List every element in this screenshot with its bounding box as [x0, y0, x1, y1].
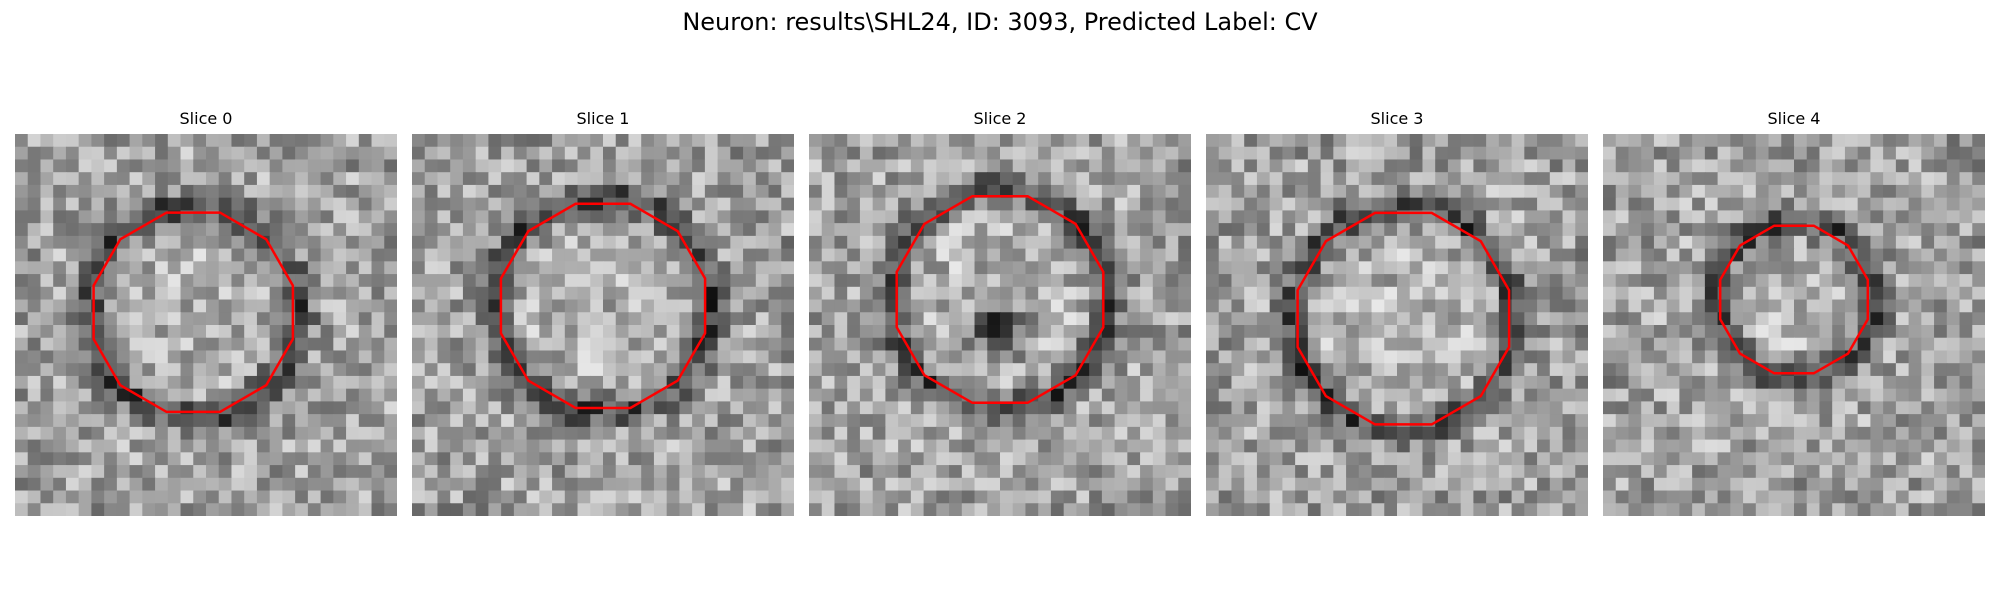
slice-title: Slice 4 [1767, 109, 1821, 128]
slice-panel-2: Slice 2 [809, 108, 1191, 516]
slice-image [809, 134, 1191, 516]
slice-image [412, 134, 794, 516]
slice-title: Slice 2 [973, 109, 1027, 128]
slice-panel-4: Slice 4 [1603, 108, 1985, 516]
figure-title: Neuron: results\SHL24, ID: 3093, Predict… [682, 8, 1318, 36]
slice-image [1206, 134, 1588, 516]
slice-panel-0: Slice 0 [15, 108, 397, 516]
contour-outline [1296, 211, 1511, 426]
contour-outline [1718, 224, 1870, 375]
slice-panel-1: Slice 1 [412, 108, 794, 516]
slice-image [1603, 134, 1985, 516]
slice-panel-3: Slice 3 [1206, 108, 1588, 516]
slice-title: Slice 1 [576, 109, 630, 128]
slice-title: Slice 3 [1370, 109, 1424, 128]
contour-outline [895, 194, 1105, 405]
contour-outline [499, 202, 707, 410]
contour-outline [92, 211, 295, 414]
slice-image [15, 134, 397, 516]
slice-title: Slice 0 [179, 109, 233, 128]
